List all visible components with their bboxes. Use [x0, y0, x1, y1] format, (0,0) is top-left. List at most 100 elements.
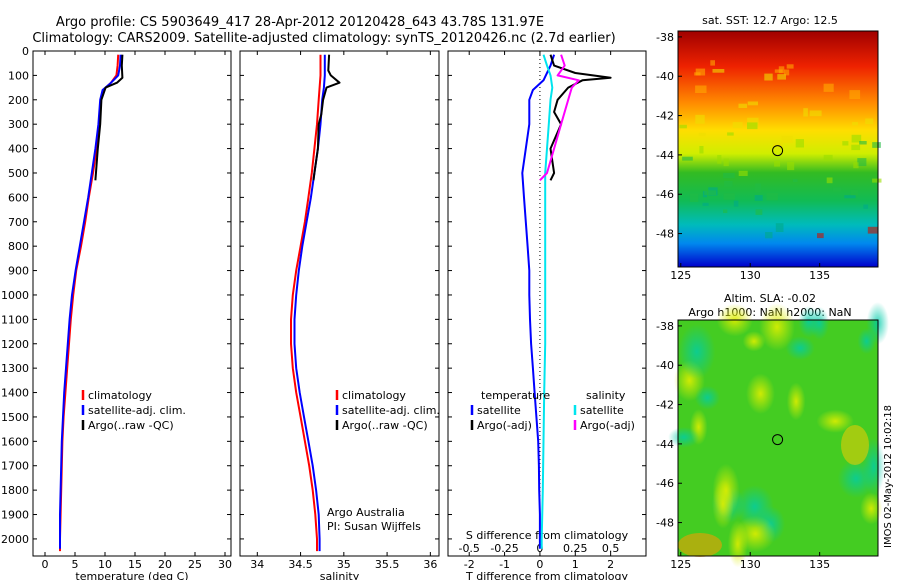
temperature-panel: 0 5 10 15 20 25 30 temperature (deg C) 0 100 200 30… — [1, 45, 232, 580]
sst-texture-patch — [844, 195, 856, 199]
salinity-diff-legend-label: salinity — [586, 389, 626, 402]
sla-texture-patch — [735, 485, 774, 529]
sst-texture-patch — [774, 69, 783, 73]
sst-texture-patch — [863, 204, 869, 209]
sst-texture-patch — [787, 162, 795, 171]
salinity-xtick-label: 35.5 — [375, 558, 400, 571]
sst-texture-patch — [727, 132, 734, 136]
sst-texture-patch — [738, 170, 748, 176]
depth-tick-label: 1300 — [1, 362, 29, 375]
sst-texture-patch — [867, 226, 878, 234]
depth-tick-label: 1700 — [1, 460, 29, 473]
sst-lat-label: -42 — [656, 110, 674, 123]
sst-texture-patch — [679, 124, 687, 129]
depth-tick-label: 1500 — [1, 411, 29, 424]
salinity-diff-legend-label: satellite — [580, 404, 624, 417]
depth-tick-label: 300 — [8, 118, 29, 131]
sst-argo-location-marker — [772, 145, 784, 157]
salinity-panel: 34 34.5 35 35.5 36 salinity climatology satelli… — [239, 50, 440, 580]
sla-texture-patch — [668, 427, 700, 448]
temperature-xtick-label: 10 — [98, 558, 112, 571]
sla-texture-patch — [798, 305, 820, 338]
salinity-legend-label: climatology — [342, 389, 406, 402]
sst-map-panel: sat. SST: 12.7 Argo: 12.5 125 130 135 -38 -4… — [656, 14, 882, 282]
temperature-legend-label: Argo(..raw -QC) — [88, 419, 174, 432]
depth-tick-label: 200 — [8, 94, 29, 107]
sla-map-texture — [668, 302, 889, 568]
sla-lon-label: 130 — [740, 558, 761, 571]
depth-tick-label: 1100 — [1, 313, 29, 326]
difference-series-line — [539, 54, 580, 181]
sst-texture-patch — [872, 178, 882, 183]
sst-texture-patch — [851, 144, 861, 151]
sst-lat-label: -44 — [656, 149, 674, 162]
difference-panel: -2 -1 0 1 2T difference from climatology -0.5… — [447, 50, 647, 580]
sst-texture-patch — [723, 209, 728, 213]
sla-lat-label: -38 — [656, 320, 674, 333]
depth-tick-label: 2000 — [1, 533, 29, 546]
difference-xtick-label: 2 — [607, 558, 614, 571]
depth-tick-label: 1900 — [1, 509, 29, 522]
sst-texture-patch — [823, 154, 833, 161]
salinity-annotation-line: Argo Australia — [327, 506, 405, 519]
salinity-diff-tick-label: -0.5 — [458, 542, 479, 555]
sla-lat-label: -46 — [656, 477, 674, 490]
depth-tick-label: 700 — [8, 216, 29, 229]
sst-map-frame — [677, 30, 879, 268]
sst-texture-patch — [783, 69, 790, 76]
sst-texture-patch — [803, 108, 808, 117]
sst-texture-patch — [723, 193, 735, 200]
salinity-series-line — [290, 54, 322, 552]
sst-texture-patch — [778, 66, 785, 74]
depth-tick-label: 600 — [8, 191, 29, 204]
temperature-xtick-label: 15 — [128, 558, 142, 571]
sst-lat-label: -46 — [656, 188, 674, 201]
sla-argo-location-marker — [772, 434, 784, 446]
sst-texture-patch — [775, 223, 784, 232]
sst-texture-patch — [723, 173, 735, 179]
depth-tick-label: 1400 — [1, 387, 29, 400]
sst-texture-patch — [755, 183, 762, 193]
temperature-xtick-label: 25 — [188, 558, 202, 571]
difference-xtick-label: 1 — [572, 558, 579, 571]
depth-tick-label: 1800 — [1, 484, 29, 497]
sst-texture-patch — [712, 69, 725, 73]
salinity-xtick-label: 34.5 — [288, 558, 313, 571]
difference-xtick-label: 0 — [536, 558, 543, 571]
sst-texture-patch — [695, 114, 705, 124]
sla-texture-patch — [841, 425, 869, 465]
sst-lat-label: -40 — [656, 70, 674, 83]
difference-xtick-label: -1 — [499, 558, 510, 571]
sst-texture-patch — [777, 74, 786, 80]
sst-texture-patch — [851, 189, 858, 196]
depth-tick-label: 400 — [8, 143, 29, 156]
sst-texture-patch — [832, 187, 842, 192]
sla-lon-label: 135 — [809, 558, 830, 571]
depth-tick-label: 900 — [8, 265, 29, 278]
salinity-xtick-label: 34 — [250, 558, 264, 571]
temperature-xtick-label: 0 — [42, 558, 49, 571]
sst-texture-patch — [695, 85, 707, 93]
sst-map-axes: 125 130 135 -38 -40 -42 -44 -46 -48 — [656, 31, 830, 282]
salinity-diff-tick-label: -0.25 — [490, 542, 518, 555]
sst-texture-patch — [786, 64, 794, 69]
sla-lat-label: -44 — [656, 438, 674, 451]
temperature-diff-legend-label: satellite — [477, 404, 521, 417]
sst-texture-patch — [849, 90, 861, 100]
depth-tick-label: 0 — [22, 45, 29, 58]
sst-texture-patch — [826, 177, 833, 184]
sst-lon-label: 125 — [670, 269, 691, 282]
sst-texture-patch — [704, 190, 716, 195]
sla-lat-label: -42 — [656, 399, 674, 412]
sst-lon-label: 135 — [809, 269, 830, 282]
difference-xtick-label: -2 — [464, 558, 475, 571]
sst-texture-patch — [853, 162, 859, 169]
sst-texture-patch — [682, 156, 693, 161]
sst-texture-patch — [774, 160, 781, 167]
sst-texture-patch — [754, 195, 763, 201]
depth-tick-label: 800 — [8, 240, 29, 253]
sst-map-title: sat. SST: 12.7 Argo: 12.5 — [702, 14, 838, 27]
sla-lat-label: -48 — [656, 517, 674, 530]
sla-lat-label: -40 — [656, 359, 674, 372]
